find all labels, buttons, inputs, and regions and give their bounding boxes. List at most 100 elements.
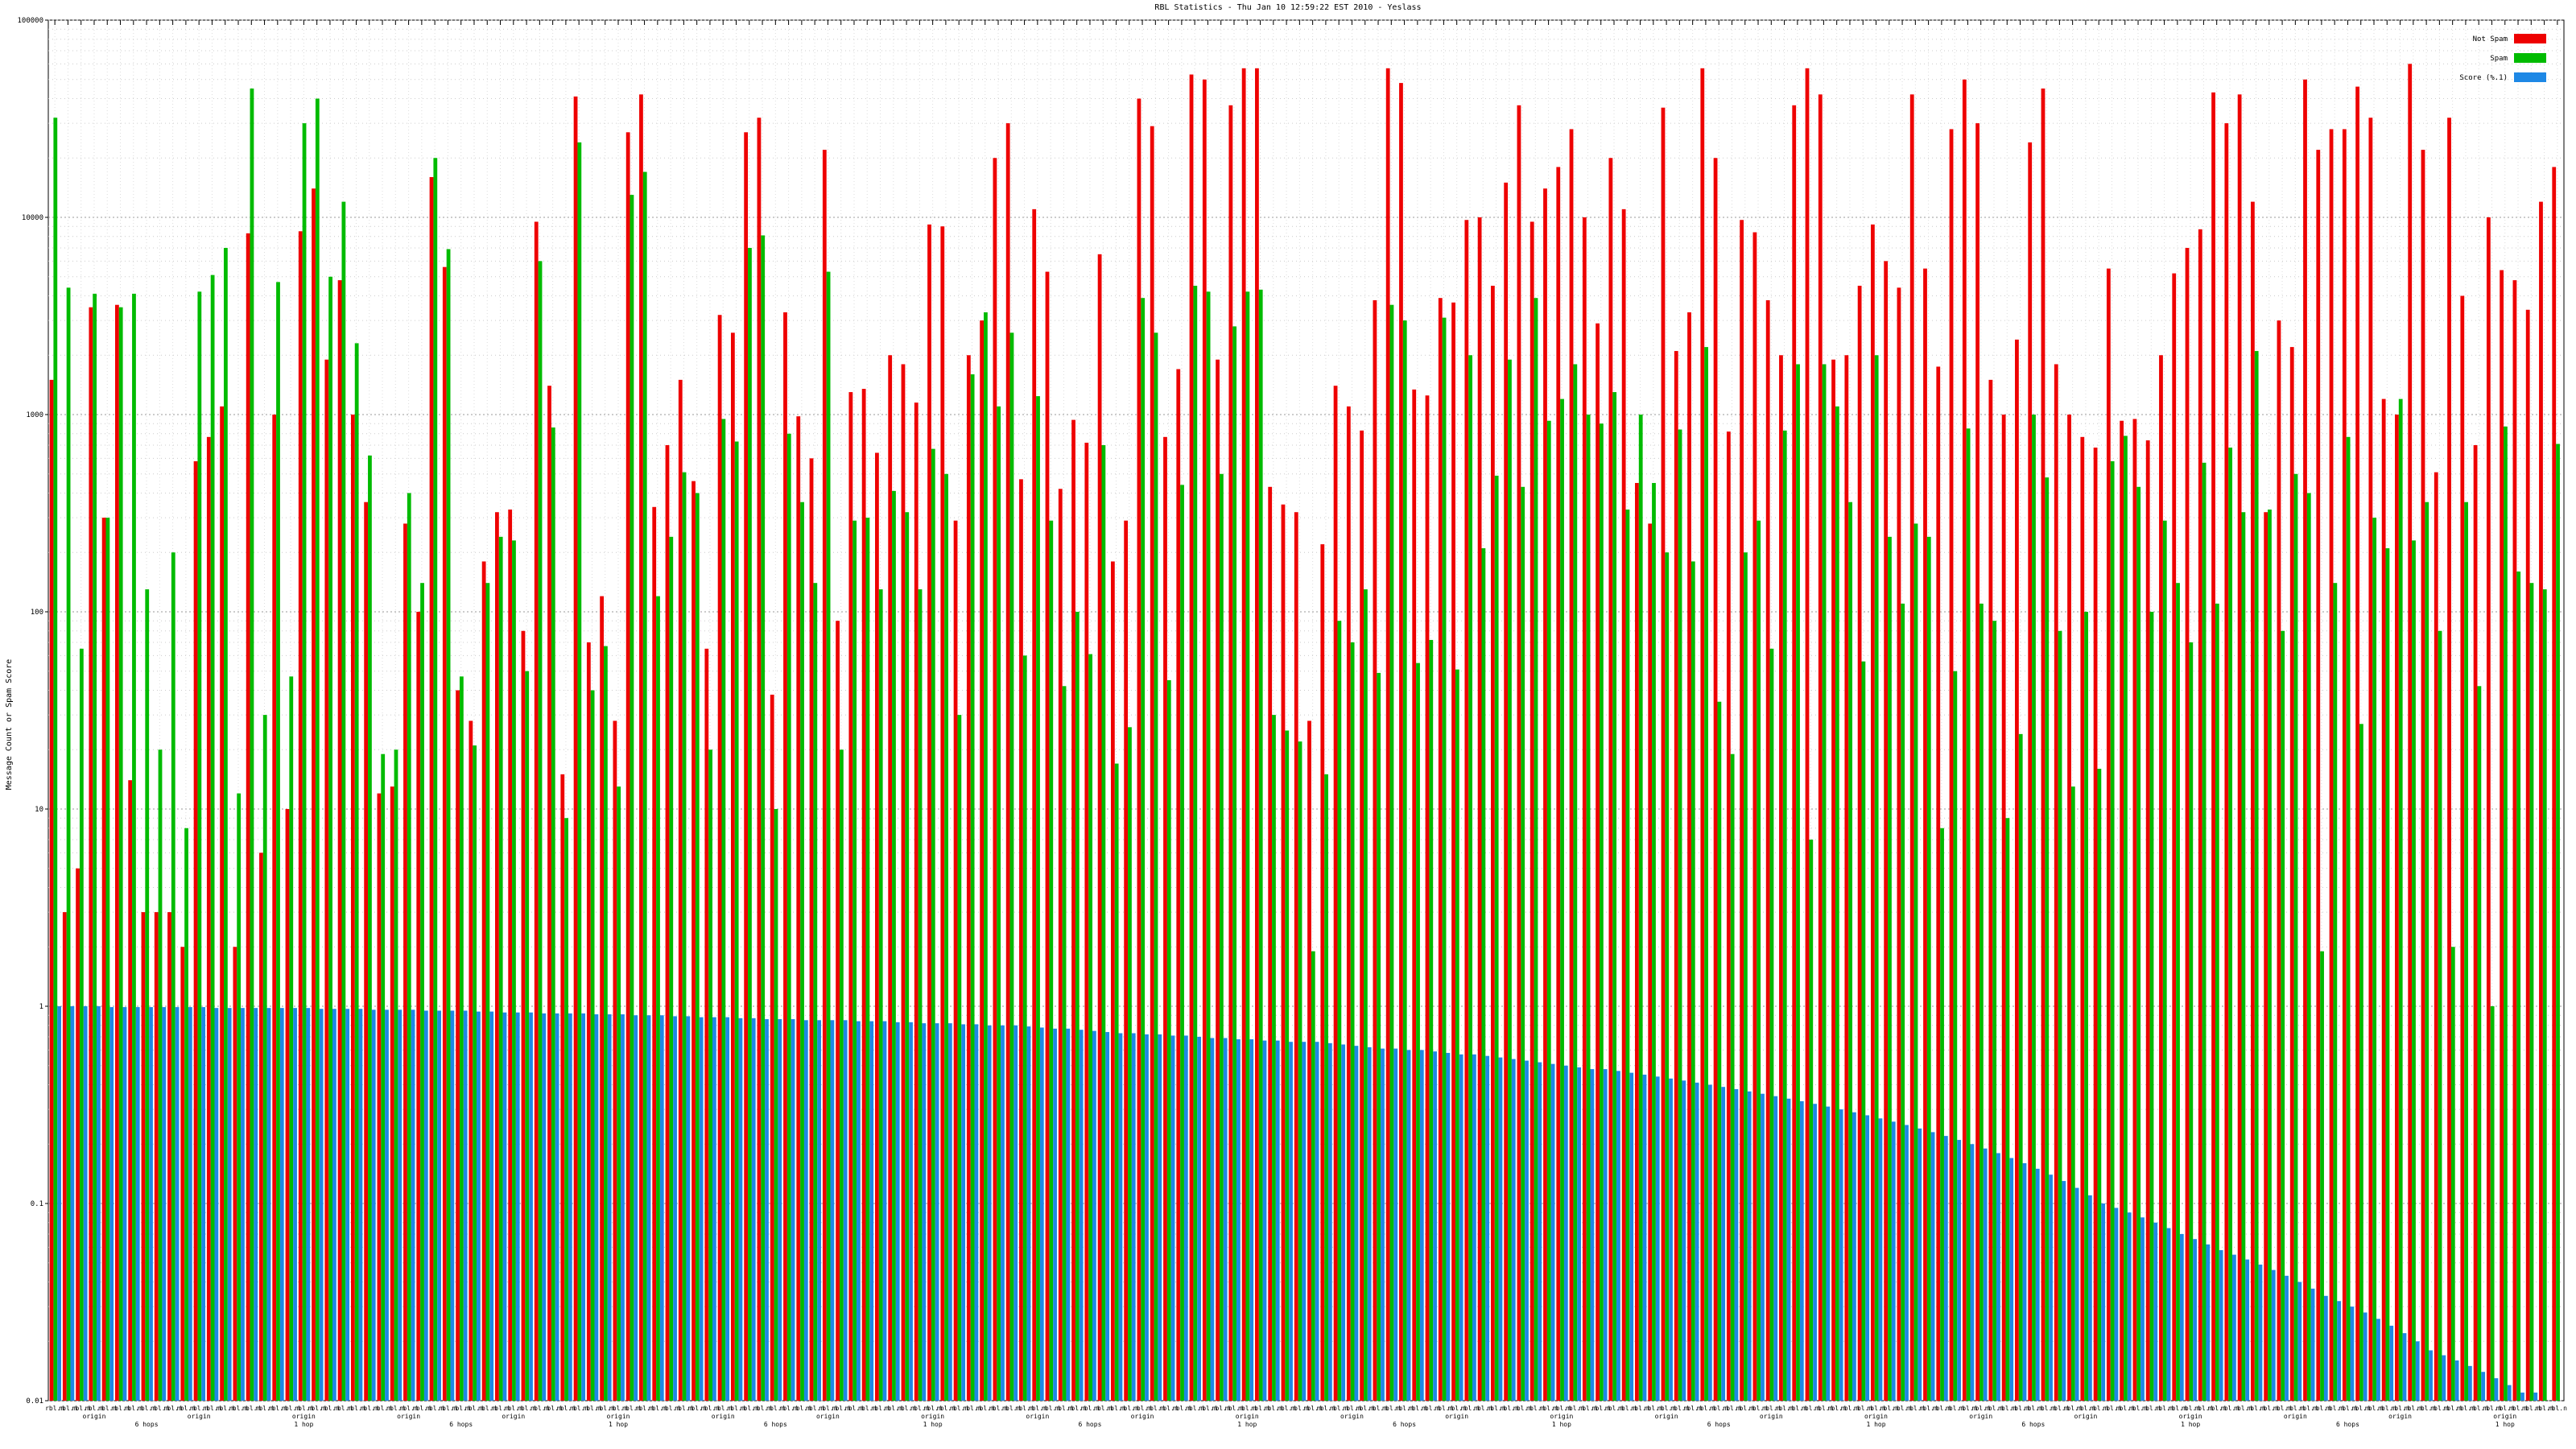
x-tick-label: rbl.n: [818, 1405, 837, 1412]
x-tick-label: rbl.n: [229, 1405, 248, 1412]
x-tick-label: rbl.n: [1788, 1405, 1807, 1412]
score-bar: [2507, 1385, 2512, 1401]
not-spam-bar: [2041, 88, 2046, 1402]
not-spam-bar: [2251, 201, 2255, 1402]
spam-bar: [1809, 839, 1814, 1401]
score-bar: [1393, 1048, 1398, 1401]
x-tick-label: rbl.n: [386, 1405, 405, 1412]
x-tick-label: rbl.n: [1054, 1405, 1073, 1412]
x-tick-label: rbl.n: [1801, 1405, 1820, 1412]
score-bar: [778, 1019, 782, 1401]
spam-bar: [2254, 351, 2259, 1401]
spam-bar: [1546, 420, 1551, 1401]
x-tick-label: rbl.n: [1880, 1405, 1899, 1412]
spam-bar: [1744, 552, 1748, 1401]
not-spam-bar: [1045, 271, 1050, 1402]
x-tick-label: rbl.n: [1421, 1405, 1440, 1412]
x-tick-label: rbl.n: [1905, 1405, 1925, 1412]
not-spam-bar: [167, 912, 171, 1401]
not-spam-bar: [1530, 221, 1534, 1401]
not-spam-bar: [521, 630, 526, 1401]
not-spam-bar: [1307, 720, 1311, 1401]
score-bar: [1158, 1034, 1162, 1401]
spam-bar: [210, 275, 215, 1402]
not-spam-bar: [1909, 94, 1914, 1401]
score-bar: [2402, 1333, 2407, 1401]
x-tick-label: rbl.n: [373, 1405, 392, 1412]
not-spam-bar: [2512, 280, 2517, 1401]
score-bar: [1734, 1088, 1739, 1401]
score-bar: [1498, 1057, 1503, 1401]
not-spam-bar: [940, 226, 945, 1401]
not-spam-bar: [1216, 359, 1220, 1402]
x-tick-label: rbl.n: [989, 1405, 1008, 1412]
x-tick-label: rbl.n: [1866, 1405, 1885, 1412]
x-tick-label: rbl.n: [949, 1405, 968, 1412]
spam-bar: [2084, 612, 2088, 1401]
x-tick-label: rbl.n: [97, 1405, 117, 1412]
not-spam-bar: [2289, 347, 2294, 1401]
score-bar: [738, 1018, 743, 1401]
spam-bar: [590, 690, 595, 1401]
score-bar: [542, 1013, 547, 1401]
x-tick-label: rbl.n: [1408, 1405, 1427, 1412]
x-tick-label: rbl.n: [726, 1405, 745, 1412]
x-tick-label: rbl.n: [1460, 1405, 1480, 1412]
score-bar: [1538, 1062, 1542, 1401]
x-tick-label: origin: [1864, 1413, 1888, 1420]
spam-bar: [302, 123, 307, 1402]
spam-bar: [2542, 589, 2547, 1401]
x-tick-label: rbl.n: [1264, 1405, 1283, 1412]
x-tick-label: rbl.n: [2521, 1405, 2541, 1412]
score-bar: [1721, 1087, 1726, 1401]
not-spam-bar: [2329, 129, 2334, 1401]
spam-bar: [997, 406, 1001, 1402]
y-tick-label: 0.01: [26, 1397, 43, 1406]
x-tick-label: rbl.n: [1997, 1405, 2017, 1412]
score-bar: [1131, 1033, 1136, 1401]
spam-bar: [118, 307, 123, 1401]
score-bar: [2232, 1254, 2236, 1401]
x-tick-label: rbl.n: [621, 1405, 641, 1412]
legend-label: Score (%.1): [2459, 74, 2508, 82]
x-tick-label: rbl.n: [766, 1405, 785, 1412]
spam-bar: [315, 98, 320, 1401]
not-spam-bar: [1752, 232, 1757, 1402]
not-spam-bar: [1333, 386, 1338, 1402]
spam-bar: [1494, 475, 1499, 1401]
not-spam-bar: [1857, 285, 1862, 1402]
spam-bar: [1560, 398, 1564, 1401]
not-spam-bar: [2067, 415, 2071, 1401]
not-spam-bar: [1412, 389, 1417, 1401]
spam-bar: [328, 276, 332, 1402]
not-spam-bar: [1831, 359, 1835, 1402]
x-tick-label: rbl.n: [1080, 1405, 1100, 1412]
x-tick-label: 6 hops: [449, 1421, 473, 1428]
not-spam-bar: [1399, 83, 1403, 1401]
spam-bar: [1324, 774, 1328, 1401]
score-bar: [201, 1007, 206, 1401]
x-tick-label: rbl.n: [1486, 1405, 1505, 1412]
score-bar: [607, 1014, 612, 1401]
x-tick-label: rbl.n: [1368, 1405, 1388, 1412]
not-spam-bar: [2381, 398, 2386, 1401]
spam-bar: [1141, 298, 1146, 1401]
score-bar: [2310, 1288, 2315, 1401]
not-spam-bar: [2264, 512, 2268, 1401]
score-bar: [1341, 1044, 1346, 1401]
y-tick-label: 1: [39, 1003, 43, 1011]
score-bar: [1289, 1042, 1293, 1401]
score-bar: [947, 1023, 952, 1401]
not-spam-bar: [220, 406, 225, 1402]
spam-bar: [1913, 523, 1918, 1401]
x-tick-label: 6 hops: [2021, 1421, 2045, 1428]
x-tick-label: rbl.n: [58, 1405, 77, 1412]
not-spam-bar: [193, 460, 198, 1401]
not-spam-bar: [1582, 217, 1587, 1401]
x-tick-label: rbl.n: [137, 1405, 156, 1412]
not-spam-bar: [1779, 355, 1783, 1401]
not-spam-bar: [1962, 79, 1967, 1402]
spam-bar: [1075, 612, 1080, 1401]
x-tick-label: origin: [397, 1413, 420, 1420]
spam-bar: [708, 749, 713, 1401]
